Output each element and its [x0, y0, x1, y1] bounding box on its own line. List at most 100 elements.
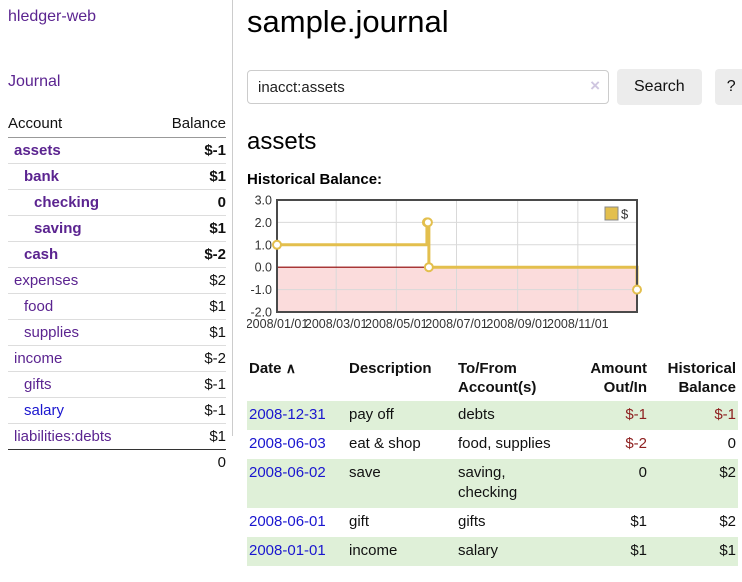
register-header-accounts: To/From Account(s) — [458, 360, 537, 396]
transaction-amount: $1 — [630, 542, 647, 559]
account-balance: $-1 — [151, 397, 226, 424]
account-link[interactable]: bank — [24, 168, 60, 185]
account-balance: $-1 — [151, 371, 226, 398]
register-header-date[interactable]: Date ∧ — [249, 360, 296, 377]
account-row: income $-2 — [8, 345, 226, 372]
account-link[interactable]: gifts — [24, 376, 52, 393]
register-row[interactable]: 2008-06-03 eat & shop food, supplies $-2 0 — [247, 430, 738, 459]
transaction-description: eat & shop — [349, 435, 421, 452]
register-row[interactable]: 2008-01-01 income salary $1 $1 — [247, 537, 738, 566]
account-link[interactable]: saving — [34, 220, 82, 237]
transaction-amount: $1 — [630, 513, 647, 530]
search-bar: × Search ? — [247, 69, 742, 105]
register-row[interactable]: 2008-06-01 gift gifts $1 $2 — [247, 508, 738, 537]
account-row: expenses $2 — [8, 267, 226, 294]
transaction-balance: $1 — [719, 542, 736, 559]
accounts-header-balance: Balance — [151, 112, 226, 138]
x-axis-tick-label: 2008/05/01 — [365, 317, 428, 331]
plot-border — [276, 199, 638, 313]
account-balance: $2 — [151, 267, 226, 294]
account-row: gifts $-1 — [8, 371, 226, 398]
transaction-date-link[interactable]: 2008-12-31 — [249, 406, 326, 423]
transaction-description: income — [349, 542, 398, 559]
account-row: supplies $1 — [8, 319, 226, 346]
account-balance: $-2 — [151, 241, 226, 268]
account-balance: $1 — [151, 215, 226, 242]
search-button[interactable]: Search — [617, 69, 702, 105]
historical-balance-chart: $3.0 2.0 1.0 0.0 -1.0 -2.0 2008/01/01 2008/03/0… — [246, 194, 742, 347]
sidebar: hledger-web Journal Account Balance asse… — [0, 0, 233, 475]
register-header-row: Date ∧ Description To/From Account(s) Am… — [247, 357, 738, 401]
brand-link[interactable]: hledger-web — [8, 8, 97, 25]
account-link[interactable]: salary — [24, 402, 65, 419]
account-link[interactable]: liabilities:debts — [14, 428, 112, 445]
accounts-table: Account Balance assets $-1 bank $1 checking 0… — [8, 112, 226, 475]
register-header-balance: Historical Balance — [667, 360, 736, 396]
register-row[interactable]: 2008-12-31 pay off debts $-1 $-1 — [247, 401, 738, 430]
transaction-balance: $-1 — [714, 406, 736, 423]
transaction-accounts: gifts — [458, 513, 486, 530]
app-layout: hledger-web Journal Account Balance asse… — [0, 0, 742, 566]
y-axis-tick-label: 3.0 — [255, 195, 272, 208]
account-link[interactable]: supplies — [24, 324, 80, 341]
y-axis-tick-label: 0.0 — [255, 261, 272, 275]
transaction-description: gift — [349, 513, 370, 530]
y-axis-tick-label: 1.0 — [255, 238, 272, 252]
data-point-marker — [632, 284, 642, 295]
clear-search-icon[interactable]: × — [590, 76, 600, 95]
account-balance: 0 — [151, 189, 226, 216]
x-axis-tick-label: 2008/11/01 — [547, 317, 609, 331]
transaction-accounts: debts — [458, 406, 495, 423]
chart-svg: $3.0 2.0 1.0 0.0 -1.0 -2.02008/01/012008/03/0… — [246, 194, 642, 331]
register-table: Date ∧ Description To/From Account(s) Am… — [247, 357, 738, 566]
account-link[interactable]: food — [24, 298, 54, 315]
x-axis-tick-label: 2008/07/01 — [425, 317, 488, 331]
register-header-description: Description — [349, 360, 432, 377]
transaction-accounts: salary — [458, 542, 499, 559]
transaction-date-link[interactable]: 2008-06-03 — [249, 435, 326, 452]
x-axis-tick-label: 2008/01/01 — [247, 317, 308, 331]
transaction-description: pay off — [349, 406, 394, 423]
account-balance: $-2 — [151, 345, 226, 372]
y-axis-tick-label: 2.0 — [255, 216, 272, 230]
account-balance: $1 — [151, 293, 226, 320]
transaction-accounts: saving, checking — [458, 464, 518, 501]
main-content: sample.journal × Search ? assets Histori… — [233, 0, 742, 566]
account-heading: assets — [247, 128, 317, 155]
chart-heading: Historical Balance: — [247, 171, 383, 188]
accounts-header-account: Account — [8, 112, 152, 138]
page-title: sample.journal — [247, 4, 449, 39]
transaction-description: save — [349, 464, 381, 481]
transaction-accounts: food, supplies — [458, 435, 551, 452]
transaction-amount: 0 — [638, 464, 647, 481]
help-button[interactable]: ? — [714, 69, 742, 105]
account-link[interactable]: cash — [24, 246, 59, 263]
transaction-date-link[interactable]: 2008-06-02 — [249, 464, 326, 481]
account-link[interactable]: checking — [34, 194, 100, 211]
data-point-marker — [423, 262, 434, 273]
register-row[interactable]: 2008-06-02 save saving, checking 0 $2 — [247, 459, 738, 508]
legend-label: $ — [621, 207, 629, 222]
nav-journal-link[interactable]: Journal — [8, 73, 61, 90]
account-link[interactable]: income — [14, 350, 63, 367]
account-balance: $1 — [151, 319, 226, 346]
account-row: food $1 — [8, 293, 226, 320]
transaction-balance: 0 — [727, 435, 736, 452]
transaction-amount: $-2 — [625, 435, 647, 452]
account-balance: $-1 — [204, 142, 226, 159]
legend-swatch — [604, 206, 619, 221]
account-link[interactable]: expenses — [14, 272, 79, 289]
account-balance: $1 — [151, 163, 226, 190]
search-input[interactable] — [247, 70, 609, 104]
x-axis-tick-label: 2008/09/01 — [486, 317, 549, 331]
transaction-date-link[interactable]: 2008-01-01 — [249, 542, 326, 559]
account-link[interactable]: assets — [14, 142, 61, 159]
y-axis-tick-label: -1.0 — [250, 283, 272, 297]
transaction-balance: $2 — [719, 464, 736, 481]
account-row: salary $-1 — [8, 397, 226, 424]
account-row: cash $-2 — [8, 241, 226, 268]
data-point-marker — [272, 239, 282, 250]
data-point-marker — [422, 217, 433, 228]
transaction-date-link[interactable]: 2008-06-01 — [249, 513, 326, 530]
transaction-amount: $-1 — [625, 406, 647, 423]
